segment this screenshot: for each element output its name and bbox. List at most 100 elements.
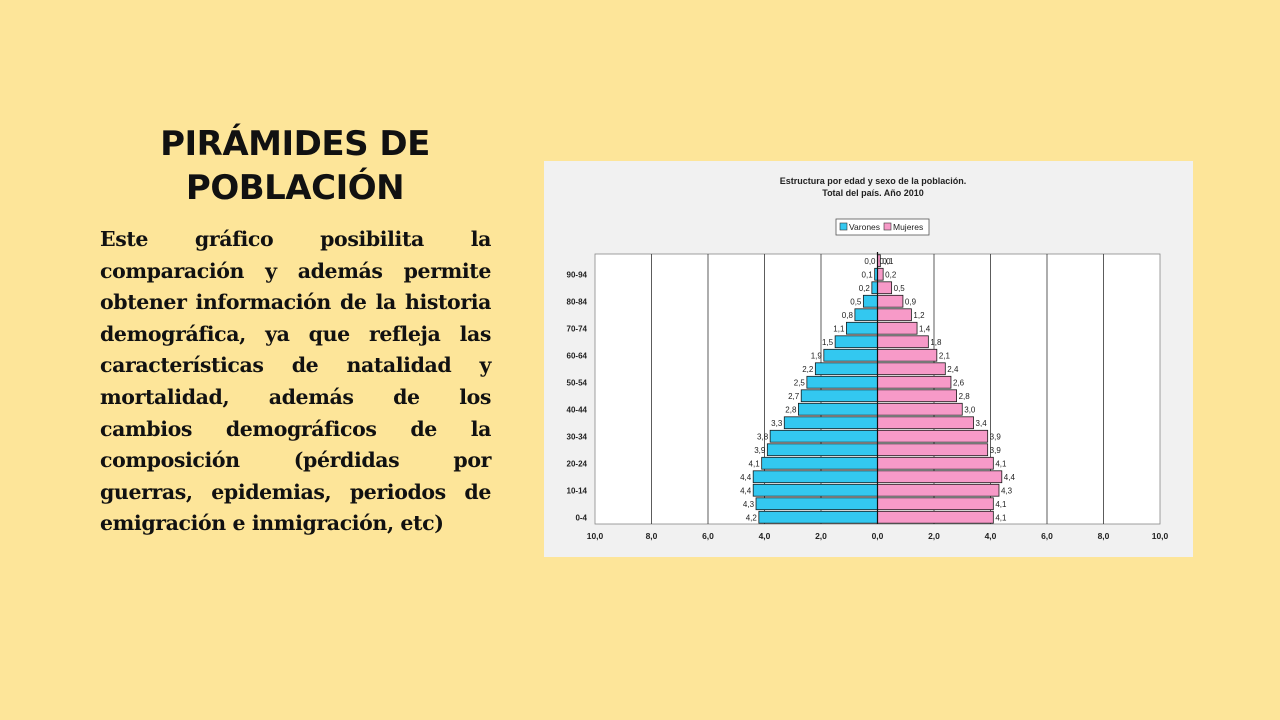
data-label-varones: 4,1 xyxy=(749,459,761,468)
bar-mujeres xyxy=(877,470,1003,484)
bar-mujeres xyxy=(877,456,994,470)
bar-varones xyxy=(823,348,878,362)
data-labels: 4,2 4,14,3 4,14,4 4,34,4 4,44,1 4,13,9 3,93,8 3… xyxy=(740,257,1015,523)
x-tick-label: 4,0 xyxy=(985,531,997,541)
x-tick-label: 4,0 xyxy=(759,531,771,541)
data-label-mujeres: 2,1 xyxy=(939,351,951,360)
y-category-label: 0-4 xyxy=(575,513,587,522)
data-label-varones: 0,0 xyxy=(864,257,876,266)
bar-varones xyxy=(769,429,878,443)
x-tick-label: 6,0 xyxy=(702,531,714,541)
data-label-mujeres: 2,8 xyxy=(959,392,971,401)
bar-varones xyxy=(755,497,878,511)
bar-mujeres xyxy=(877,483,1000,497)
bar-varones xyxy=(862,294,878,308)
data-label-varones: 3,8 xyxy=(757,432,769,441)
x-axis-ticks: 10,0 8,0 6,0 4,0 2,0 0,0 2,0 4,0 6,0 8,0 10,0 xyxy=(587,531,1169,541)
bar-varones xyxy=(800,389,878,403)
data-label-varones: 1,1 xyxy=(833,324,845,333)
y-category-label: 70-74 xyxy=(567,324,588,333)
data-label-mujeres: 3,0 xyxy=(964,405,976,414)
data-label-mujeres: 1,8 xyxy=(930,338,942,347)
data-label-varones: 0,5 xyxy=(850,297,862,306)
x-tick-label: 10,0 xyxy=(587,531,604,541)
bar-mujeres xyxy=(877,362,946,376)
data-label-mujeres: 4,1 xyxy=(995,513,1007,522)
bar-mujeres xyxy=(877,497,994,511)
bar-mujeres xyxy=(877,402,963,416)
population-pyramid-chart: Estructura por edad y sexo de la poblaci… xyxy=(544,161,1193,557)
data-label-varones: 2,2 xyxy=(802,365,814,374)
bar-varones xyxy=(797,402,878,416)
chart-title: Estructura por edad y sexo de la poblaci… xyxy=(780,176,967,186)
bar-mujeres xyxy=(877,375,952,389)
legend-frame xyxy=(835,218,930,236)
legend-label-varones: Varones xyxy=(849,222,880,232)
bar-varones xyxy=(783,416,878,430)
bar-mujeres xyxy=(877,308,912,322)
x-tick-label: 2,0 xyxy=(815,531,827,541)
data-label-mujeres: 2,4 xyxy=(947,365,959,374)
data-label-mujeres: 3,4 xyxy=(976,419,988,428)
data-label-mujeres: 2,6 xyxy=(953,378,965,387)
data-label-varones: 0,1 xyxy=(862,270,874,279)
data-label-varones: 4,4 xyxy=(740,473,752,482)
data-label-mujeres: 4,1 xyxy=(995,500,1007,509)
bar-mujeres xyxy=(877,267,884,281)
y-category-label: 60-64 xyxy=(567,351,588,360)
bar-mujeres xyxy=(877,281,893,295)
data-label-varones: 0,8 xyxy=(842,311,854,320)
data-label-mujeres: 1,2 xyxy=(913,311,925,320)
slide-body-text: Este gráfico posibilita la comparación y… xyxy=(100,227,491,536)
y-category-label: 80-84 xyxy=(567,297,588,306)
y-category-label: 10-14 xyxy=(567,486,588,495)
data-label-varones: 1,9 xyxy=(811,351,823,360)
bar-varones xyxy=(806,375,878,389)
bar-mujeres xyxy=(877,348,938,362)
bar-mujeres xyxy=(877,443,989,457)
bar-varones xyxy=(834,335,878,349)
bar-varones xyxy=(814,362,878,376)
data-label-mujeres: 0,2 xyxy=(885,270,897,279)
bar-varones xyxy=(752,470,878,484)
y-category-label: 20-24 xyxy=(567,459,588,468)
data-label-varones: 2,8 xyxy=(785,405,797,414)
data-label-mujeres: 3,9 xyxy=(990,432,1002,441)
bar-varones xyxy=(846,321,878,335)
slide-title: PIRÁMIDES DE POBLACIÓN xyxy=(160,124,430,208)
data-label-varones: 0,2 xyxy=(859,284,871,293)
bar-mujeres xyxy=(877,321,918,335)
y-category-label: 90-94 xyxy=(567,270,588,279)
data-label-mujeres: 4,4 xyxy=(1004,473,1016,482)
bar-varones xyxy=(761,456,878,470)
data-label-varones: 4,4 xyxy=(740,486,752,495)
data-label-mujeres: 1,4 xyxy=(919,324,931,333)
bars xyxy=(752,252,1003,524)
y-category-label: 40-44 xyxy=(567,405,588,414)
bar-mujeres xyxy=(877,416,974,430)
x-tick-label: 8,0 xyxy=(646,531,658,541)
bar-varones xyxy=(766,443,878,457)
data-label-mujeres: 0,1 xyxy=(882,257,894,266)
data-label-varones: 1,5 xyxy=(822,338,834,347)
data-label-mujeres: 4,1 xyxy=(995,459,1007,468)
legend-label-mujeres: Mujeres xyxy=(893,222,923,232)
bar-mujeres xyxy=(877,335,929,349)
data-label-mujeres: 3,9 xyxy=(990,446,1002,455)
x-tick-label: 6,0 xyxy=(1041,531,1053,541)
chart-subtitle: Total del país. Año 2010 xyxy=(822,188,924,198)
data-label-varones: 2,5 xyxy=(794,378,806,387)
bar-mujeres xyxy=(877,294,904,308)
x-tick-label: 10,0 xyxy=(1152,531,1169,541)
y-axis-labels: 0-4 10-14 20-24 30-34 40-44 50-54 60-64 70-74 80… xyxy=(567,270,588,522)
chart-legend: Varones Mujeres xyxy=(835,218,930,236)
bar-varones xyxy=(871,281,878,295)
data-label-extra: 0,0 xyxy=(880,257,892,266)
bar-varones xyxy=(758,510,878,524)
bar-mujeres xyxy=(877,389,957,403)
data-label-varones: 4,2 xyxy=(746,513,758,522)
bar-varones xyxy=(752,483,878,497)
x-tick-label: 2,0 xyxy=(928,531,940,541)
legend-swatch-mujeres xyxy=(883,222,892,231)
x-tick-label: 0,0 xyxy=(872,531,884,541)
